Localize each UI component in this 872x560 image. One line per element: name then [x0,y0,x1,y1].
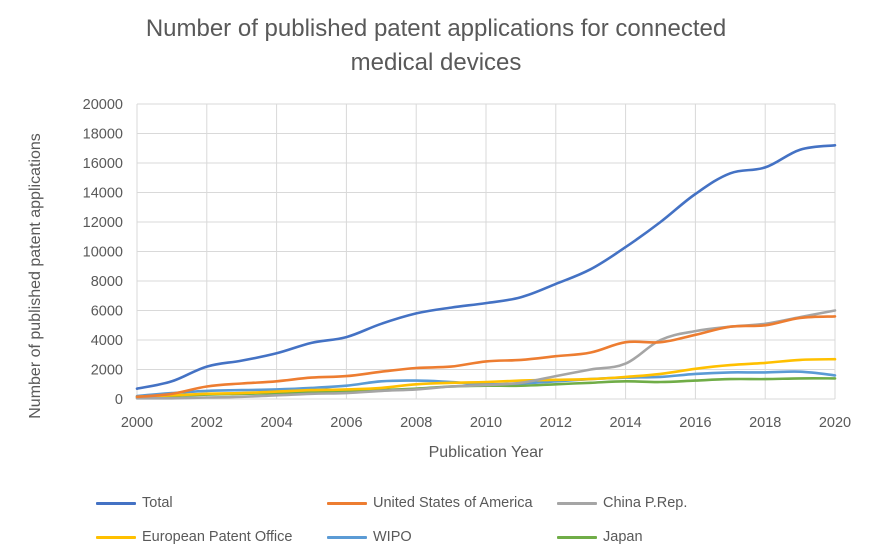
x-tick-label: 2012 [540,415,572,431]
x-tick-label: 2006 [330,415,362,431]
y-tick-label: 8000 [91,274,123,290]
x-tick-label: 2004 [260,415,292,431]
x-axis-label: Publication Year [429,444,544,461]
line-chart: 0 2000 4000 6000 8000 10000 12000 14000 16000 180… [27,97,851,461]
x-tick-label: 2000 [121,415,153,431]
series-lines [135,144,837,400]
legend-label: Total [142,495,173,511]
series-line-united-states-of-america [135,315,837,399]
legend-item-total: Total [96,495,173,511]
legend-item-european-patent-office: European Patent Office [96,529,292,545]
legend-swatch [327,535,367,539]
legend-swatch [96,501,136,505]
series-line-european-patent-office [135,357,837,399]
legend-item-china-p-rep: China P.Rep. [557,495,687,511]
x-tick-label: 2018 [749,415,781,431]
legend-label: China P.Rep. [603,495,688,511]
legend-label: United States of America [373,495,533,511]
legend-item-japan: Japan [557,529,643,545]
x-tick-label: 2020 [819,415,851,431]
y-axis-ticks: 0 2000 4000 6000 8000 10000 12000 14000 16000 180… [83,97,123,408]
chart-legend: Total United States of America China P.Rep… [0,490,872,550]
legend-item-wipo: WIPO [327,529,412,545]
legend-swatch [327,501,367,505]
legend-item-united-states-of-america: United States of America [327,495,533,511]
legend-swatch [557,501,597,505]
y-tick-label: 0 [115,392,123,408]
gridlines [136,103,836,400]
legend-label: European Patent Office [142,529,293,545]
chart-title-line-2: medical devices [350,49,522,76]
y-tick-label: 12000 [83,215,123,231]
y-tick-label: 2000 [91,363,123,379]
chart-title: Number of published patent applications … [0,12,872,80]
x-tick-label: 2016 [679,415,711,431]
x-tick-label: 2008 [400,415,432,431]
y-tick-label: 18000 [83,127,123,143]
y-tick-label: 6000 [91,304,123,320]
y-tick-label: 14000 [83,186,123,202]
legend-label: WIPO [373,529,412,545]
y-tick-label: 20000 [83,97,123,113]
y-tick-label: 16000 [83,156,123,172]
legend-label: Japan [603,529,643,545]
legend-swatch [557,535,597,539]
y-tick-label: 10000 [83,245,123,261]
legend-swatch [96,535,136,539]
x-tick-label: 2014 [609,415,641,431]
x-tick-label: 2002 [191,415,223,431]
chart-title-line-1: Number of published patent applications … [145,15,727,42]
x-tick-label: 2010 [470,415,502,431]
series-line-total [135,144,837,390]
y-axis-label: Number of published patent applications [27,133,44,419]
x-axis-ticks: 2000 2002 2004 2006 2008 2010 2012 2014 2016 2018… [121,415,851,431]
y-tick-label: 4000 [91,333,123,349]
